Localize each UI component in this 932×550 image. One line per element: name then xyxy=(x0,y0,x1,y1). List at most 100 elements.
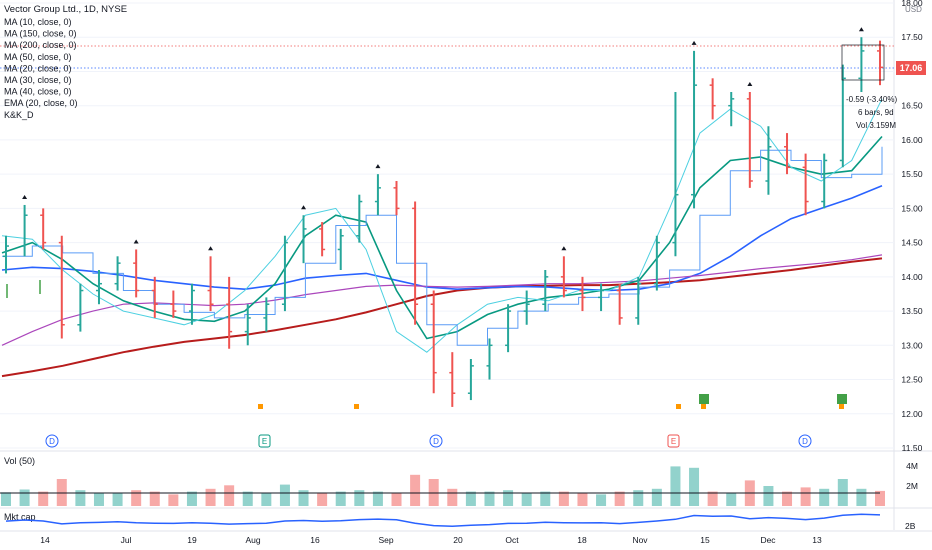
volume-bar xyxy=(633,490,644,506)
volume-bar xyxy=(186,491,197,506)
legend-indicator[interactable]: MA (10, close, 0) xyxy=(4,17,72,27)
ohlc-bar xyxy=(374,174,381,216)
volume-bar xyxy=(391,493,402,506)
legend-indicator[interactable]: MA (200, close, 0) xyxy=(4,40,77,50)
time-tick: 13 xyxy=(812,535,822,545)
chart-legend[interactable]: Vector Group Ltd., 1D, NYSE MA (10, clos… xyxy=(4,4,127,120)
measure-box[interactable] xyxy=(841,44,885,81)
svg-text:E: E xyxy=(671,437,676,446)
volume-bar xyxy=(782,491,793,506)
volume-bar xyxy=(707,491,718,506)
ohlc-bar xyxy=(728,92,735,127)
pivot-triangle xyxy=(561,246,567,251)
pivot-triangle xyxy=(375,164,381,169)
ohlc-bar xyxy=(430,290,437,394)
price-tick: 16.00 xyxy=(901,135,923,145)
legend-indicator[interactable]: EMA (20, close, 0) xyxy=(4,98,78,108)
ohlc-bar xyxy=(263,297,270,332)
current-price-badge xyxy=(896,61,926,75)
volume-tick-4m: 4M xyxy=(906,461,918,471)
signal-square xyxy=(701,404,706,409)
measure-volume: Vol 3.159M xyxy=(856,121,896,130)
signal-square xyxy=(676,404,681,409)
time-tick: Sep xyxy=(378,535,393,545)
time-axis[interactable]: 14 Jul 19 Aug 16 Sep 20 Oct 18 Nov 15 Dec 13 xyxy=(40,535,822,545)
volume-bar xyxy=(540,491,551,506)
volume-bar xyxy=(689,467,700,506)
volume-bar xyxy=(131,490,142,506)
price-tick: 13.50 xyxy=(901,306,923,316)
ohlc-bar xyxy=(40,208,47,250)
volume-bar xyxy=(503,490,514,506)
pivot-triangle xyxy=(747,82,753,86)
legend-indicator[interactable]: MA (50, close, 0) xyxy=(4,52,72,62)
volume-bar xyxy=(651,488,662,506)
volume-bar xyxy=(298,490,309,506)
volume-bar xyxy=(168,494,179,506)
current-price-label: 17.06 xyxy=(900,63,923,73)
volume-bar xyxy=(763,486,774,506)
ohlc-bar xyxy=(337,228,344,270)
price-tick: 16.50 xyxy=(901,101,923,111)
measure-change: -0.59 (-3.40%) xyxy=(846,95,897,104)
ohlc-bar xyxy=(560,256,567,298)
legend-indicator[interactable]: MA (30, close, 0) xyxy=(4,75,72,85)
ohlc-bar xyxy=(746,92,753,188)
ohlc-bar xyxy=(449,352,456,407)
pivot-markers xyxy=(22,27,864,251)
event-marker-earnings-2[interactable]: E xyxy=(667,434,680,448)
price-tick: 12.00 xyxy=(901,409,923,419)
volume-bar xyxy=(521,493,532,506)
ohlc-bar xyxy=(653,235,660,291)
ma-line xyxy=(1,257,883,378)
volume-bar xyxy=(38,491,49,506)
ohlc-bar xyxy=(151,276,158,318)
event-marker-earnings-1[interactable]: E xyxy=(258,434,271,448)
svg-text:D: D xyxy=(49,437,55,446)
price-tick: 11.50 xyxy=(902,443,923,453)
ohlc-bar xyxy=(691,50,698,209)
pivot-triangle xyxy=(208,246,214,251)
price-tick: 17.50 xyxy=(901,32,923,42)
signal-square xyxy=(839,404,844,409)
ohlc-bar xyxy=(244,304,251,346)
pivot-triangle xyxy=(301,205,307,210)
moving-averages xyxy=(1,98,883,378)
volume-bar xyxy=(75,490,86,506)
signal-square-green xyxy=(837,394,847,404)
pivot-triangle xyxy=(691,40,697,45)
time-tick: Jul xyxy=(121,535,132,545)
event-marker-dividend-1[interactable]: D xyxy=(45,434,59,448)
ohlc-bar xyxy=(784,133,791,175)
volume-title: Vol (50) xyxy=(4,456,35,466)
volume-bar xyxy=(19,489,30,506)
volume-bar xyxy=(279,484,290,506)
ohlc-bar xyxy=(114,256,121,291)
ohlc-bar xyxy=(393,181,400,216)
volume-bar xyxy=(875,490,885,506)
ohlc-bar xyxy=(170,290,177,318)
legend-indicator[interactable]: MA (20, close, 0) xyxy=(4,63,72,73)
legend-indicator[interactable]: MA (40, close, 0) xyxy=(4,87,72,97)
event-marker-dividend-3[interactable]: D xyxy=(798,434,812,448)
volume-bar xyxy=(372,491,383,506)
ohlc-bar xyxy=(672,92,679,257)
ohlc-bar xyxy=(635,276,642,325)
legend-indicator[interactable]: K&K_D xyxy=(4,110,34,120)
marketcap-tick-2b: 2B xyxy=(905,521,916,531)
volume-bar xyxy=(242,491,253,506)
ohlc-bar xyxy=(21,204,28,257)
ohlc-bar xyxy=(3,235,9,274)
time-tick: 14 xyxy=(40,535,50,545)
price-bars xyxy=(3,37,883,407)
ohlc-bar xyxy=(188,283,195,325)
price-tick: 14.50 xyxy=(901,238,923,248)
legend-indicator[interactable]: MA (150, close, 0) xyxy=(4,29,77,39)
time-tick: Aug xyxy=(245,535,260,545)
ohlc-bar xyxy=(505,304,512,353)
event-marker-dividend-2[interactable]: D xyxy=(429,434,443,448)
marketcap-title: Mkt cap xyxy=(4,512,36,522)
volume-bar xyxy=(819,488,830,506)
volume-bar xyxy=(800,487,811,506)
